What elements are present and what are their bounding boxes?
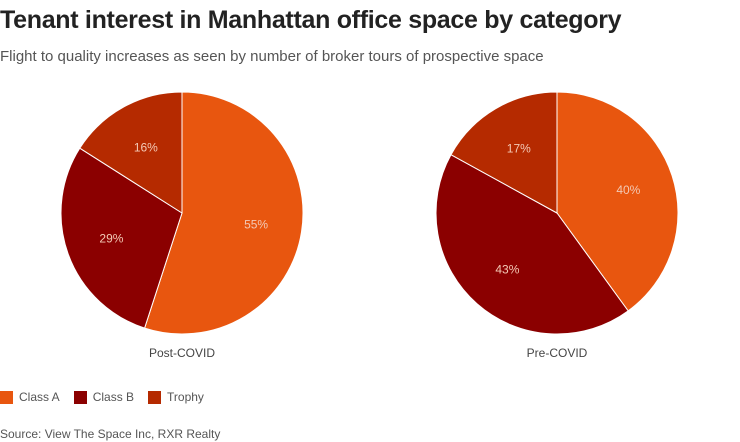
legend-item-trophy: Trophy [148,390,204,404]
chart-title: Tenant interest in Manhattan office spac… [0,6,622,34]
legend-label: Class A [19,390,60,404]
legend-swatch [0,390,13,404]
legend-swatch [148,390,162,404]
chart-subtitle: Flight to quality increases as seen by n… [0,48,544,65]
pie-slice-class-a [143,91,304,335]
legend-item-class-a: Class A [0,390,60,404]
legend: Class A Class B Trophy [0,390,204,404]
pie-slice-trophy [79,91,183,214]
data-label: 40% [616,183,640,197]
pie-label: Post-COVID [149,346,215,360]
source-note: Source: View The Space Inc, RXR Realty [0,427,221,441]
data-label: 17% [507,141,531,155]
data-label: 16% [134,140,158,154]
data-label: 43% [495,262,519,276]
legend-label: Trophy [167,390,204,404]
pie-slice-trophy [450,91,558,214]
legend-label: Class B [92,390,135,404]
pie-slice-class-b [60,147,183,329]
legend-swatch [73,390,87,404]
pie-slice-class-b [435,154,629,335]
data-label: 55% [244,218,268,232]
legend-item-class-b: Class B [73,390,135,404]
pie-label: Pre-COVID [527,346,588,360]
data-label: 29% [99,231,123,245]
pie-slice-class-a [556,91,679,312]
